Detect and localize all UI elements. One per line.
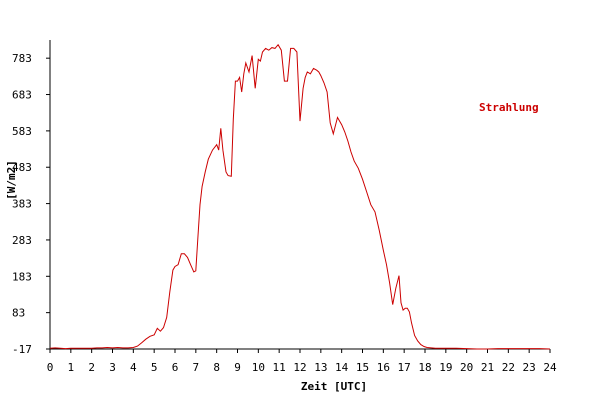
x-tick-label: 19 <box>439 361 452 374</box>
y-tick-label: 483 <box>12 161 32 174</box>
x-tick-label: 5 <box>151 361 158 374</box>
x-tick-label: 3 <box>109 361 116 374</box>
y-tick-label: 183 <box>12 270 32 283</box>
x-tick-label: 23 <box>523 361 536 374</box>
x-tick-label: 17 <box>398 361 411 374</box>
x-axis-ticks: 0 1 2 3 4 5 6 7 8 9 10 11 12 13 14 15 16 17 18 19 20 21 22 23 24 <box>47 349 557 374</box>
x-tick-label: 24 <box>543 361 557 374</box>
series-line-strahlung <box>49 43 551 350</box>
x-tick-label: 21 <box>481 361 494 374</box>
x-tick-label: 13 <box>314 361 327 374</box>
x-tick-label: 18 <box>418 361 431 374</box>
x-tick-label: 10 <box>252 361 265 374</box>
x-tick-label: 1 <box>68 361 75 374</box>
x-tick-label: 16 <box>377 361 390 374</box>
y-axis-label: [W/m2] <box>5 160 18 200</box>
y-tick-label: 383 <box>12 198 32 211</box>
x-tick-label: 22 <box>502 361 515 374</box>
y-tick-label: -17 <box>12 343 32 356</box>
legend-strahlung: Strahlung <box>479 101 539 114</box>
y-tick-label: 583 <box>12 125 32 138</box>
x-tick-label: 15 <box>356 361 369 374</box>
x-tick-label: 7 <box>193 361 200 374</box>
y-tick-label: 783 <box>12 52 32 65</box>
y-tick-label: 83 <box>12 307 25 320</box>
y-tick-label: 683 <box>12 89 32 102</box>
y-tick-label: 283 <box>12 234 32 247</box>
x-tick-label: 12 <box>293 361 306 374</box>
x-tick-label: 4 <box>130 361 137 374</box>
x-tick-label: 20 <box>460 361 473 374</box>
x-tick-label: 0 <box>47 361 54 374</box>
x-tick-label: 8 <box>213 361 220 374</box>
x-tick-label: 9 <box>234 361 241 374</box>
x-tick-label: 6 <box>172 361 179 374</box>
x-tick-label: 11 <box>273 361 286 374</box>
x-axis-label: Zeit [UTC] <box>301 380 367 393</box>
x-tick-label: 2 <box>88 361 95 374</box>
y-axis-ticks: -17 83 183 283 383 483 583 683 783 <box>12 52 50 356</box>
x-tick-label: 14 <box>335 361 349 374</box>
